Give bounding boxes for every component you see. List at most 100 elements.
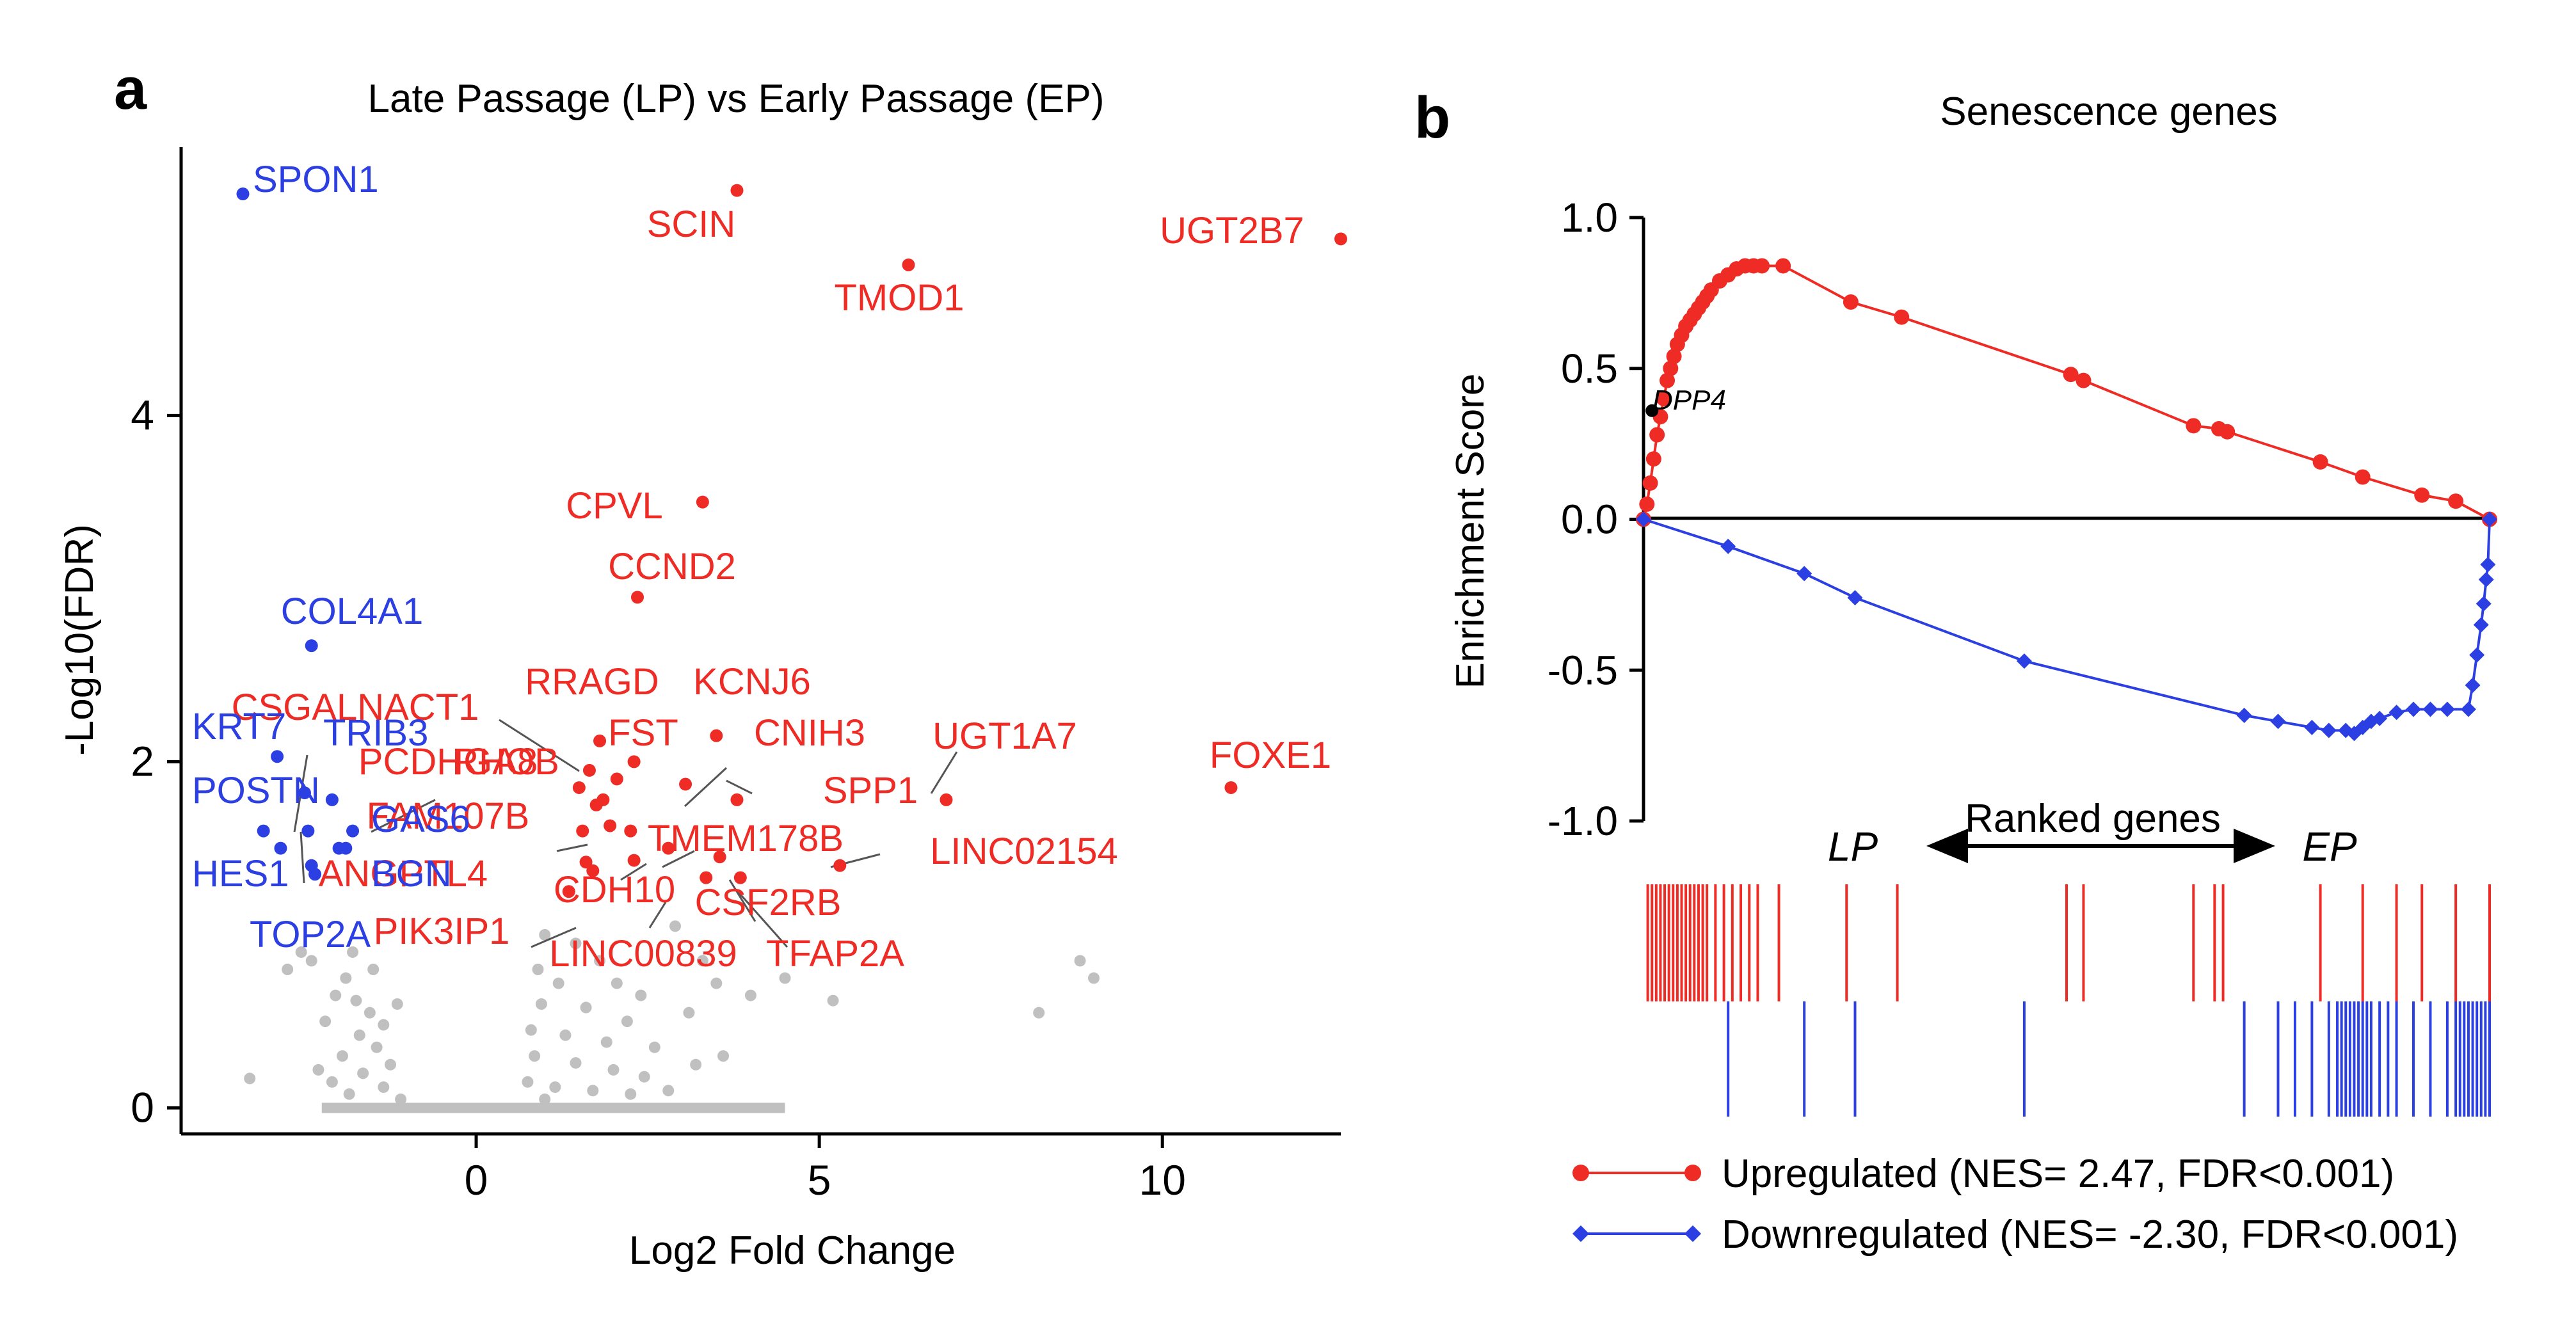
non-significant-point [690, 1058, 702, 1071]
panel-b-title: Senescence genes [1940, 90, 2277, 134]
upregulated-es-point [1775, 258, 1791, 274]
upregulated-gene-point [610, 772, 623, 786]
label-leader-line [648, 902, 667, 928]
non-significant-point [594, 955, 606, 967]
upregulated-es-point [2063, 367, 2079, 383]
gene-label: POSTN [192, 770, 320, 811]
downregulated-es-point [2473, 617, 2489, 633]
upregulated-gene-point [833, 859, 847, 872]
upregulated-gene-point [572, 781, 586, 794]
non-significant-point [395, 1093, 407, 1105]
non-significant-point [347, 946, 359, 958]
non-significant-point [621, 1015, 633, 1028]
legend-label-down: Downregulated (NES= -2.30, FDR<0.001) [1722, 1213, 2458, 1257]
non-significant-point [1074, 955, 1086, 967]
non-significant-point [391, 998, 403, 1010]
non-significant-point [638, 1071, 650, 1083]
gene-label: KRT7 [192, 706, 286, 747]
upregulated-gene-point [604, 819, 617, 832]
non-significant-point [378, 1081, 390, 1093]
non-significant-point [350, 994, 362, 1007]
non-significant-point [607, 1063, 620, 1076]
non-significant-baseline [321, 1103, 785, 1113]
panel-a-title: Late Passage (LP) vs Early Passage (EP) [368, 77, 1105, 121]
non-significant-point [336, 1050, 348, 1062]
downregulated-gene-point [271, 750, 284, 763]
panel-a: a Late Passage (LP) vs Early Passage (EP… [58, 56, 1347, 1273]
label-leader-line [531, 927, 577, 948]
ranked-genes-arrow [1926, 829, 2275, 863]
upregulated-gene-point [596, 793, 610, 806]
gene-label: TOP2A [250, 914, 371, 955]
upregulated-es-point [1645, 451, 1661, 467]
non-significant-point [340, 972, 352, 984]
downregulated-es-point [2480, 557, 2496, 573]
label-leader-line [930, 751, 958, 794]
panel-b-ticks: 1.0 0.5 0.0 -0.5 -1.0 [1548, 195, 1644, 844]
label-leader-line [728, 879, 756, 922]
legend-marker-up [1684, 1165, 1701, 1181]
upregulated-gene-point [624, 824, 637, 838]
legend-item-down: Downregulated (NES= -2.30, FDR<0.001) [1572, 1213, 2458, 1257]
x-tick-label: 10 [1139, 1156, 1186, 1204]
upregulated-gene-point [576, 824, 589, 838]
non-significant-point [525, 1024, 537, 1036]
downregulated-gene-point [236, 187, 250, 201]
non-significant-point [648, 1041, 660, 1053]
non-significant-point [570, 937, 582, 950]
non-significant-point [312, 1063, 324, 1076]
non-significant-point [710, 977, 723, 989]
y-tick-label: 0 [131, 1083, 154, 1131]
non-significant-point [319, 1015, 332, 1028]
non-significant-point [683, 1007, 695, 1019]
gene-label: TMEM178B [648, 818, 844, 859]
upregulated-es-point [1666, 348, 1682, 364]
label-leader-line [499, 719, 580, 772]
downregulated-gene-point [257, 824, 270, 838]
panel-b-plot-area [1636, 258, 2497, 742]
panel-b-legend: Upregulated (NES= 2.47, FDR<0.001) Downr… [1572, 1152, 2458, 1257]
non-significant-point [611, 977, 623, 989]
non-significant-point [305, 955, 317, 967]
gene-label: CSF2RB [695, 882, 842, 923]
y-tick-label: 4 [131, 391, 154, 438]
upregulated-es-point [2355, 469, 2371, 485]
upregulated-gene-point [710, 729, 723, 742]
non-significant-point [330, 989, 342, 1001]
dpp4-annotation: DPP4 [1652, 385, 1726, 416]
gene-label: CNIH3 [754, 712, 865, 754]
label-leader-line [300, 831, 305, 884]
label-leader-line [620, 863, 647, 881]
upregulated-es-point [1843, 294, 1859, 310]
non-significant-point [357, 1067, 369, 1079]
gene-label: CSGALNACT1 [232, 687, 479, 728]
x-tick-label: 5 [808, 1156, 831, 1204]
y-tick-label: 0.0 [1561, 497, 1618, 543]
upregulated-gene-point [582, 763, 596, 777]
non-significant-point [371, 1041, 383, 1053]
y-tick-label: 2 [131, 737, 154, 784]
non-significant-point [378, 1019, 390, 1031]
non-significant-point [549, 1081, 561, 1093]
non-significant-point [385, 1058, 397, 1071]
panel-b: b Senescence genes Enrichment Score 1.0 0… [1414, 85, 2497, 1257]
non-significant-point [717, 1050, 730, 1062]
upregulated-es-point [2414, 487, 2430, 503]
downregulated-es-point [2270, 713, 2286, 729]
y-tick-label: -1.0 [1548, 798, 1618, 844]
non-significant-point [326, 1076, 338, 1088]
panel-a-ticks: 0 5 10 0 2 4 [131, 391, 1186, 1204]
panel-b-letter: b [1414, 85, 1450, 150]
upregulated-gene-point [902, 258, 915, 271]
upregulated-gene-point [730, 793, 744, 806]
non-significant-point [522, 1076, 534, 1088]
upregulated-gene-point [562, 885, 575, 898]
gene-label: UGT2B7 [1160, 210, 1304, 251]
downregulated-gene-point [339, 841, 353, 855]
non-significant-point [244, 1072, 256, 1085]
label-leader-line [556, 843, 588, 852]
downregulated-gene-point [298, 786, 311, 800]
upregulated-gene-point [662, 841, 675, 855]
downregulated-es-point [2469, 647, 2485, 663]
